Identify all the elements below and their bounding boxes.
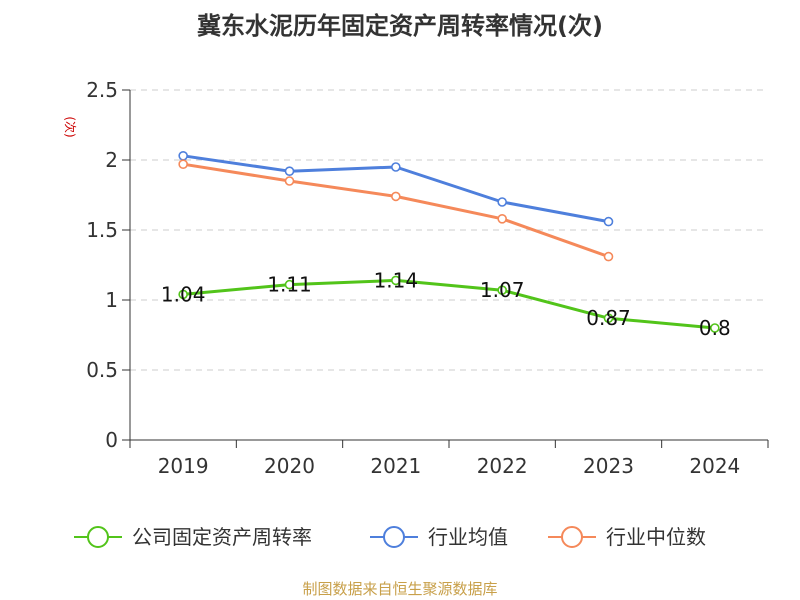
data-point-1-2021: [391, 162, 401, 172]
data-point-0-2019: [178, 289, 188, 300]
data-label-2021: 1.14: [374, 268, 419, 292]
legend-label-2[interactable]: 行业中位数: [606, 525, 706, 549]
data-point-1-2019: [178, 151, 188, 161]
x-tick-label-2020: 2020: [264, 454, 315, 478]
data-point-1-2023: [603, 216, 614, 227]
data-point-2-2019: [178, 159, 188, 169]
y-tick-label: 0.5: [86, 358, 118, 382]
data-label-2019: 1.04: [161, 282, 206, 306]
data-point-2-2021: [391, 191, 401, 202]
chart-title: 冀东水泥历年固定资产周转率情况(次): [197, 12, 603, 40]
data-label-2023: 0.87: [586, 306, 631, 330]
x-axis-ticks: 2019 2020 2021 2022 2023 2024: [129, 440, 769, 478]
data-point-0-2021: [391, 275, 401, 286]
data-point-0-2022: [497, 285, 507, 296]
legend-label-0[interactable]: 公司固定资产周转率: [132, 525, 312, 549]
data-labels: 1.04 1.11 1.14 1.07 0.87 0.8: [161, 268, 731, 340]
data-point-1-2022: [497, 197, 507, 207]
source-note: 制图数据来自恒生聚源数据库: [302, 580, 497, 598]
legend[interactable]: 公司固定资产周转率 行业均值 行业中位数: [74, 525, 706, 549]
axes: [129, 90, 768, 441]
legend-label-1[interactable]: 行业均值: [428, 525, 508, 549]
grid-lines: [130, 89, 768, 371]
legend-swatch-marker-1[interactable]: [383, 526, 405, 548]
x-tick-label-2024: 2024: [689, 454, 740, 478]
data-point-0-2023: [603, 313, 614, 324]
y-tick-label: 2.5: [86, 78, 118, 102]
y-tick-label: 0: [105, 428, 118, 452]
series-line-0: [181, 278, 717, 330]
data-label-2022: 1.07: [480, 278, 525, 302]
x-tick-label-2022: 2022: [477, 454, 528, 478]
data-point-2-2023: [603, 251, 614, 262]
data-point-2-2020: [284, 176, 295, 186]
x-tick-label-2021: 2021: [370, 454, 421, 478]
data-point-0-2020: [284, 279, 295, 290]
legend-swatch-marker-0[interactable]: [87, 526, 109, 548]
data-label-2020: 1.11: [267, 273, 312, 297]
data-point-1-2020: [284, 166, 295, 176]
y-tick-label: 1: [105, 288, 118, 312]
series-lines: [178, 151, 720, 333]
data-label-2024: 0.8: [699, 316, 731, 340]
data-point-2-2022: [497, 214, 507, 224]
x-tick-label-2023: 2023: [583, 454, 634, 478]
data-point-0-2024: [710, 323, 720, 333]
legend-swatch-marker-2[interactable]: [561, 526, 583, 548]
y-axis-unit-label: (次): [63, 116, 77, 137]
y-tick-label: 2: [105, 148, 118, 172]
x-tick-label-2019: 2019: [158, 454, 209, 478]
y-tick-label: 1.5: [86, 218, 118, 242]
y-axis-ticks: 0 0.5 1 1.5 2 2.5: [86, 78, 130, 452]
